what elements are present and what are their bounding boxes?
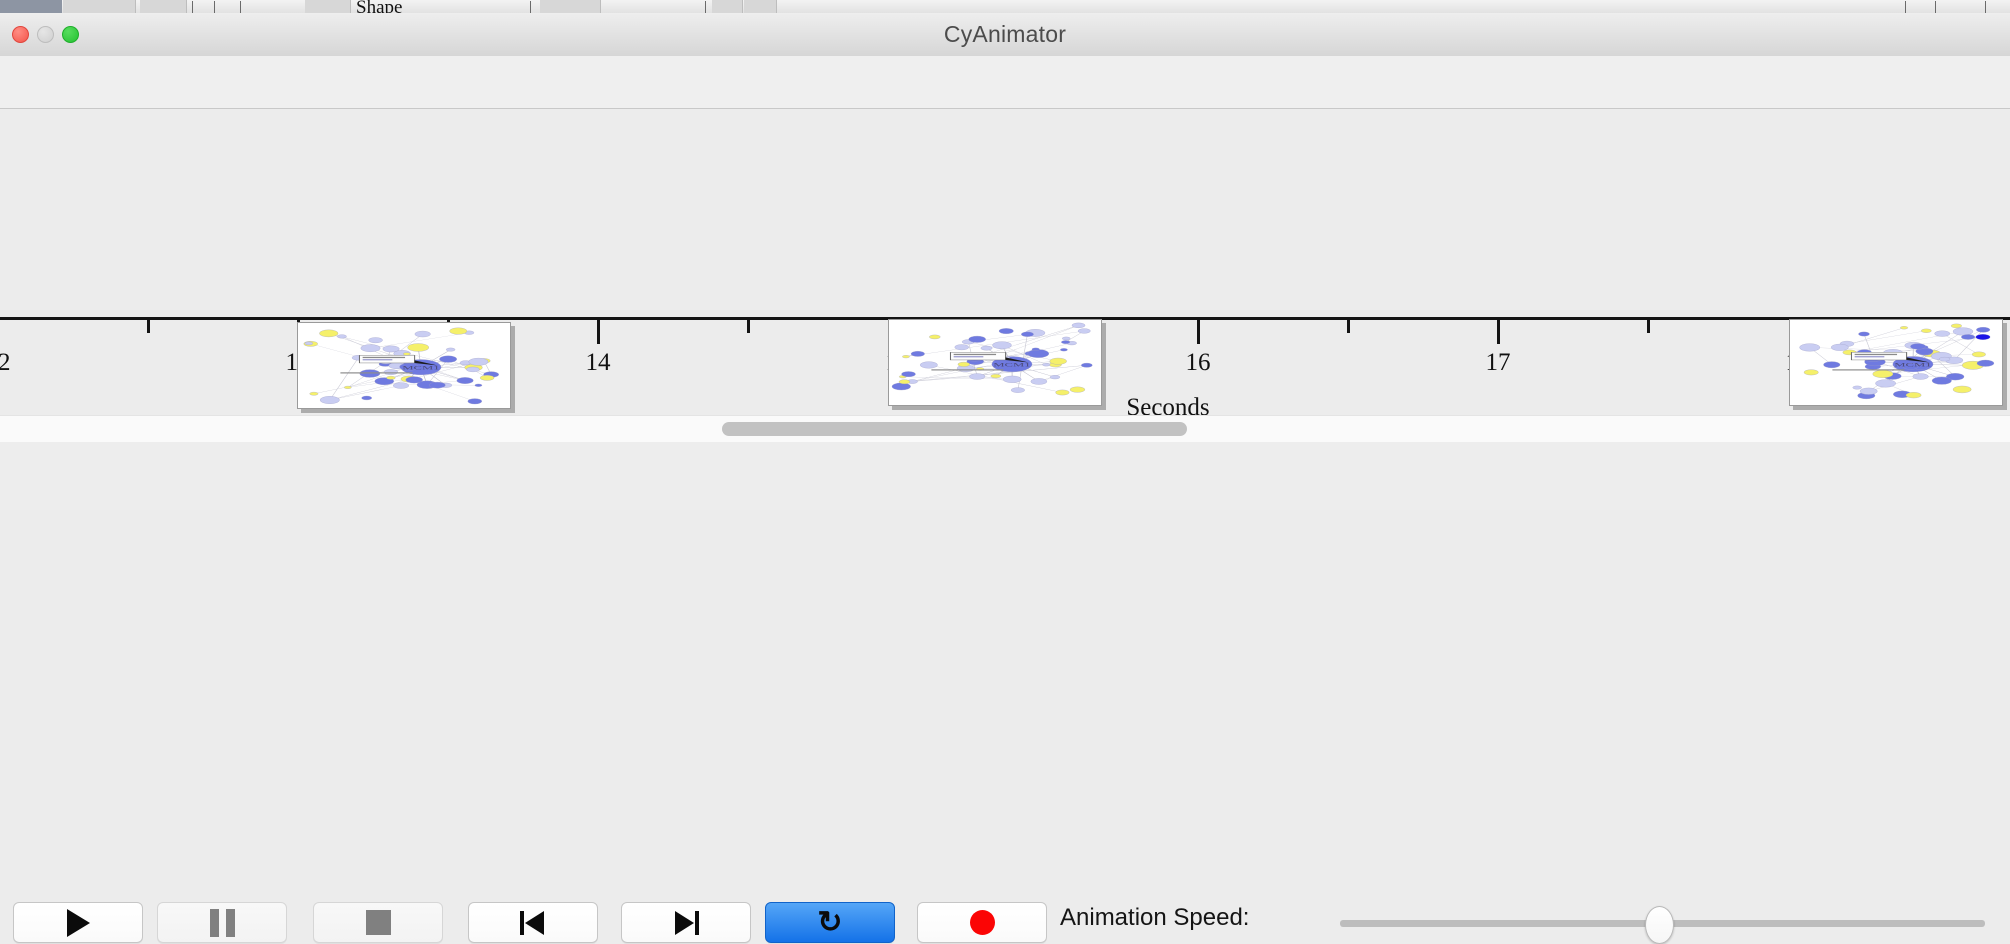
maximize-icon[interactable]	[62, 26, 79, 43]
frame-thumbnail-3[interactable]: MCM1	[1789, 319, 2003, 406]
background-window-strip: Shape	[0, 0, 2010, 14]
play-icon	[67, 909, 90, 937]
close-icon[interactable]	[12, 26, 29, 43]
playback-control-bar: ↻ Animation Speed:	[0, 442, 2010, 510]
skip-backward-icon	[519, 909, 547, 937]
bg-tab	[140, 0, 187, 13]
record-button[interactable]	[917, 902, 1047, 943]
play-button[interactable]	[13, 902, 143, 943]
axis-tick-label: 14	[586, 349, 611, 377]
svg-text:MCM1: MCM1	[1894, 362, 1932, 368]
bg-tab	[744, 0, 777, 13]
bg-tab	[712, 0, 743, 13]
bg-tab	[305, 0, 351, 13]
axis-tick	[597, 320, 600, 344]
pause-button[interactable]	[157, 902, 287, 943]
toolbar: + Clear All Frames	[0, 56, 2010, 109]
cyanimator-window: Shape CyAnimator +	[0, 0, 2010, 510]
bg-divider	[214, 1, 215, 13]
axis-tick	[147, 320, 150, 333]
stop-button[interactable]	[313, 902, 443, 943]
axis-tick	[1497, 320, 1500, 344]
title-bar[interactable]: CyAnimator	[0, 13, 2010, 57]
bg-tab	[540, 0, 601, 13]
network-graph-preview: MCM1	[1790, 320, 2002, 405]
axis-tick	[1197, 320, 1200, 344]
animation-speed-slider-thumb[interactable]	[1645, 906, 1674, 944]
pause-icon	[210, 909, 235, 937]
traffic-lights	[12, 26, 79, 43]
bg-tab	[63, 0, 136, 13]
bg-divider	[705, 1, 706, 13]
bg-selected-chip	[0, 0, 62, 13]
svg-text:MCM1: MCM1	[993, 362, 1031, 368]
bg-divider	[192, 1, 193, 13]
horizontal-scrollbar[interactable]	[0, 415, 2010, 443]
skip-to-end-button[interactable]	[621, 902, 751, 943]
loop-refresh-icon: ↻	[817, 908, 842, 938]
bg-divider	[1985, 1, 1986, 13]
bg-divider	[1935, 1, 1936, 13]
frame-thumbnail-1[interactable]: MCM1	[297, 322, 511, 409]
axis-tick-label: 16	[1186, 349, 1211, 377]
animation-speed-label: Animation Speed:	[1060, 904, 1249, 932]
axis-tick	[1647, 320, 1650, 333]
page-title: CyAnimator	[0, 13, 2010, 56]
svg-text:MCM1: MCM1	[402, 365, 440, 371]
bg-window-label: Shape	[356, 0, 402, 14]
bg-divider	[1905, 1, 1906, 13]
axis-tick-label: 17	[1486, 349, 1511, 377]
frame-thumbnail-2[interactable]: MCM1	[888, 319, 1102, 406]
bg-divider	[530, 1, 531, 13]
network-graph-preview: MCM1	[889, 320, 1101, 405]
skip-forward-icon	[672, 909, 700, 937]
stop-icon	[366, 910, 391, 935]
record-circle-icon	[970, 910, 995, 935]
network-graph-preview: MCM1	[298, 323, 510, 408]
bg-divider	[240, 1, 241, 13]
minimize-icon[interactable]	[37, 26, 54, 43]
loop-button[interactable]: ↻	[765, 902, 895, 943]
axis-tick-label: 12	[0, 349, 11, 377]
axis-tick	[1347, 320, 1350, 333]
scrollbar-thumb[interactable]	[722, 422, 1187, 436]
axis-tick	[747, 320, 750, 333]
skip-to-start-button[interactable]	[468, 902, 598, 943]
